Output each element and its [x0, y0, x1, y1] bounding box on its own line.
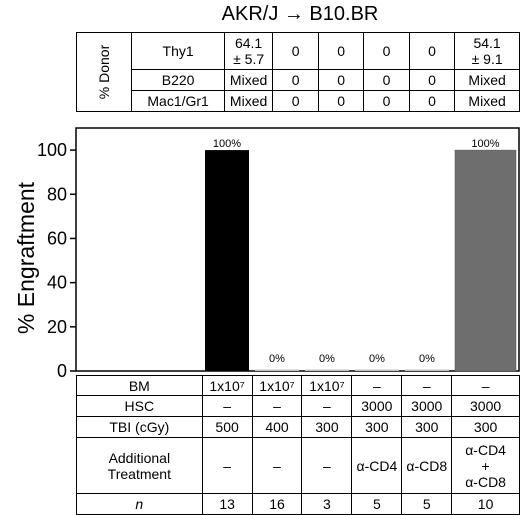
- data-label: 0%: [419, 353, 435, 365]
- table-cell: 0: [408, 32, 456, 70]
- y-tick-label: 100: [37, 140, 67, 160]
- chart-title: AKR/J → B10.BR: [221, 3, 379, 25]
- table-cell: α-CD4 + α-CD8: [451, 437, 520, 494]
- bar: [205, 150, 249, 371]
- table-cell: 0: [272, 32, 319, 70]
- table-cell: 0: [408, 90, 456, 112]
- table-cell: 5: [401, 493, 453, 515]
- table-cell: 16: [251, 493, 303, 515]
- y-tick-label: 0: [57, 361, 67, 381]
- bar: [255, 369, 299, 371]
- table-cell: Mixed: [223, 90, 274, 112]
- y-tick-label: 20: [47, 317, 67, 337]
- table-cell: –: [201, 395, 253, 417]
- table-cell: 1x10⁷: [201, 375, 253, 396]
- data-label: 0%: [269, 353, 285, 365]
- table-cell: 3: [301, 493, 353, 515]
- table-cell: 54.1 ± 9.1: [454, 32, 520, 70]
- treatment-table: BM 1x10⁷ 1x10⁷ 1x10⁷ – – – HSC – – – 300…: [76, 375, 520, 515]
- data-label: 100%: [471, 138, 499, 150]
- table-cell: 3000: [401, 395, 453, 417]
- data-label: 0%: [319, 353, 335, 365]
- table-cell: –: [401, 375, 453, 396]
- table-cell: 13: [201, 493, 253, 515]
- bar: [454, 149, 517, 372]
- table-cell: 300: [401, 416, 453, 438]
- table-cell: –: [201, 437, 253, 494]
- y-tick-label: 80: [47, 184, 67, 204]
- row-label-n: n: [76, 493, 203, 515]
- bar: [355, 369, 399, 371]
- table-cell: –: [251, 395, 303, 417]
- table-cell: 300: [351, 416, 403, 438]
- donor-table: % Donor Thy1 64.1 ± 5.7 0 0 0 0 54.1 ± 9…: [75, 32, 520, 112]
- data-label: 0%: [369, 353, 385, 365]
- row-label-bm: BM: [76, 375, 203, 396]
- y-tick-label: 60: [47, 228, 67, 248]
- table-cell: α-CD4: [351, 437, 403, 494]
- y-tick-label: 40: [47, 273, 67, 293]
- table-cell: 0: [317, 32, 365, 70]
- table-cell: Mixed: [454, 90, 520, 112]
- table-cell: –: [301, 437, 353, 494]
- table-cell: α-CD8: [401, 437, 453, 494]
- table-cell: 300: [451, 416, 520, 438]
- table-cell: 1x10⁷: [251, 375, 303, 396]
- table-cell: 5: [351, 493, 403, 515]
- table-cell: 3000: [351, 395, 403, 417]
- row-label-thy1: Thy1: [131, 32, 225, 70]
- row-label-tbi: TBI (cGy): [76, 416, 203, 438]
- table-cell: 1x10⁷: [301, 375, 353, 396]
- row-label-mac1-gr1: Mac1/Gr1: [131, 90, 225, 112]
- bar: [305, 369, 349, 371]
- table-cell: 500: [201, 416, 253, 438]
- donor-group-label-cell: % Donor: [75, 32, 133, 112]
- table-cell: –: [351, 375, 403, 396]
- data-label: 100%: [213, 138, 241, 150]
- y-axis-label: % Engraftment: [13, 181, 39, 334]
- table-cell: 10: [451, 493, 520, 515]
- row-label-additional-treatment: Additional Treatment: [76, 437, 203, 494]
- plot-frame: [75, 127, 520, 372]
- table-cell: –: [451, 375, 520, 396]
- table-cell: 300: [301, 416, 353, 438]
- table-cell: 3000: [451, 395, 520, 417]
- row-label-hsc: HSC: [76, 395, 203, 417]
- table-cell: –: [301, 395, 353, 417]
- table-cell: 400: [251, 416, 303, 438]
- bar: [405, 369, 449, 371]
- table-cell: –: [251, 437, 303, 494]
